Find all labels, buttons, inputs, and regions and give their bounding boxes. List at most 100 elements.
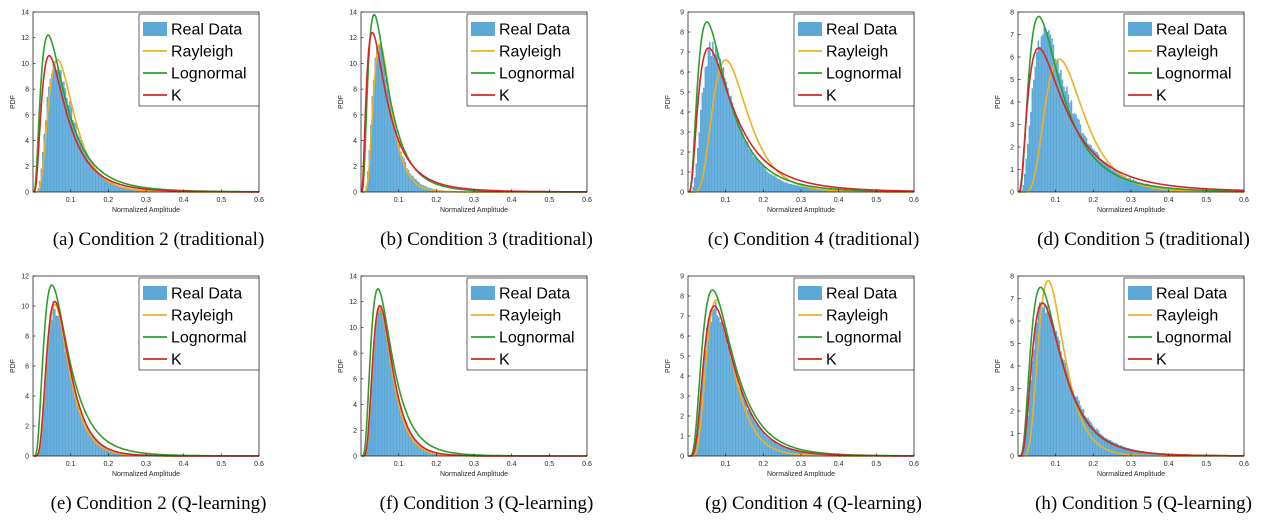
y-tick-label: 6 <box>680 334 684 341</box>
histogram-bar <box>124 187 127 192</box>
histogram-bar <box>108 180 110 192</box>
chart-svg: 0 2 4 6 8 10 12 0.1 0.2 0.3 0.4 0.5 0.6 Normalized Am… <box>10 274 264 479</box>
y-tick-label: 3 <box>1010 122 1014 129</box>
histogram-bar <box>694 177 696 192</box>
histogram-bar <box>1055 331 1058 456</box>
histogram-bar <box>383 323 386 456</box>
histogram-bar <box>743 140 746 192</box>
x-tick-label: 0.5 <box>871 461 881 468</box>
histogram-bar <box>754 157 756 192</box>
histogram-bar <box>1078 119 1080 192</box>
y-tick-label: 2 <box>680 414 684 421</box>
y-tick-label: 14 <box>349 10 357 17</box>
histogram-bar <box>1079 124 1082 192</box>
histogram-bar <box>1088 420 1091 456</box>
histogram-bar <box>736 117 738 192</box>
histogram-bar <box>725 81 728 192</box>
histogram-bar <box>1117 444 1119 456</box>
histogram-bar <box>719 58 722 192</box>
histogram-bar <box>716 315 719 456</box>
histogram-bar <box>406 426 408 456</box>
histogram-bar <box>392 117 395 192</box>
histogram-bar <box>1144 451 1147 456</box>
histogram-bar <box>739 388 741 456</box>
histogram-bar <box>433 452 435 456</box>
y-tick-label: 4 <box>353 402 357 409</box>
histogram-bar <box>748 408 750 456</box>
histogram-bar <box>701 92 704 192</box>
x-tick-label: 0.6 <box>254 461 264 468</box>
histogram-bar <box>63 81 65 192</box>
histogram-bar <box>1097 430 1100 456</box>
y-tick-label: 8 <box>1010 274 1014 281</box>
histogram-bar <box>425 449 428 456</box>
legend-label-rayleigh: Rayleigh <box>1156 308 1218 325</box>
histogram-bar <box>1073 113 1076 192</box>
histogram-bar <box>782 181 785 192</box>
histogram-bar <box>779 444 782 456</box>
histogram-bar <box>1037 40 1040 192</box>
histogram-bar <box>412 436 414 456</box>
histogram-bar <box>788 183 791 192</box>
histogram-bar <box>54 308 56 456</box>
legend-box <box>1123 13 1245 107</box>
histogram-bar <box>91 165 94 192</box>
histogram-bar <box>751 152 753 192</box>
histogram-bar <box>1069 382 1071 456</box>
legend-swatch-real <box>143 22 167 36</box>
histogram-bar <box>776 178 779 192</box>
histogram-bar <box>1052 323 1055 456</box>
histogram-bar <box>400 410 402 456</box>
histogram-bar <box>822 189 824 192</box>
histogram-bar <box>731 362 734 456</box>
x-tick-label: 0.3 <box>141 197 151 204</box>
histogram-bar <box>385 78 387 192</box>
histogram-bar <box>1131 449 1133 456</box>
histogram-bar <box>1084 135 1086 192</box>
histogram-bar <box>740 389 743 456</box>
histogram-bar <box>808 187 811 192</box>
histogram-bar <box>1025 430 1028 456</box>
y-tick-label: 0 <box>353 190 357 197</box>
chart-svg: 0 1 2 3 4 5 6 7 8 0.1 0.2 0.3 0.4 0.5 0.6 Normalized Am… <box>995 274 1249 479</box>
histogram-bar <box>826 189 829 192</box>
histogram-bar <box>43 133 46 192</box>
histogram-bar <box>713 308 716 456</box>
legend: Real Data Rayleigh Lognormal K <box>1123 13 1245 107</box>
histogram-bar <box>721 70 723 192</box>
histogram-bar <box>1109 439 1112 456</box>
histogram-bar <box>1129 178 1131 192</box>
histogram-bar <box>380 46 383 193</box>
y-tick-label: 2 <box>353 164 357 171</box>
histogram-bar <box>84 152 86 192</box>
histogram-bar <box>398 144 401 192</box>
y-tick-label: 9 <box>680 274 684 281</box>
histogram-bar <box>728 346 731 456</box>
histogram-bar <box>1124 447 1127 456</box>
histogram-bar <box>1137 450 1139 456</box>
legend-label-rayleigh: Rayleigh <box>1156 44 1218 61</box>
legend-label-rayleigh: Rayleigh <box>499 308 561 325</box>
y-tick-label: 0 <box>680 190 684 197</box>
histogram-bar <box>1153 452 1156 456</box>
y-tick-label: 6 <box>353 376 357 383</box>
histogram-bar <box>716 53 719 192</box>
histogram-bar <box>1141 451 1144 456</box>
x-tick-label: 0.2 <box>103 461 113 468</box>
histogram-bar <box>397 395 399 456</box>
histogram-bar <box>814 188 817 192</box>
histogram-bar <box>115 184 118 192</box>
histogram-bar <box>1091 148 1094 192</box>
legend: Real Data Rayleigh Lognormal K <box>466 13 588 107</box>
histogram-bar <box>97 172 100 192</box>
histogram-bar <box>1036 51 1038 193</box>
legend-label-k: K <box>499 352 510 369</box>
histogram-bar <box>407 169 410 192</box>
histogram-bar <box>1076 118 1079 192</box>
histogram-bar <box>706 66 708 192</box>
subfigure-caption: (h) Condition 5 (Q-learning) <box>1035 493 1252 514</box>
histogram-bar <box>813 188 815 192</box>
histogram-bar <box>376 315 378 456</box>
y-tick-label: 5 <box>1010 77 1014 84</box>
histogram-bar <box>733 363 735 456</box>
